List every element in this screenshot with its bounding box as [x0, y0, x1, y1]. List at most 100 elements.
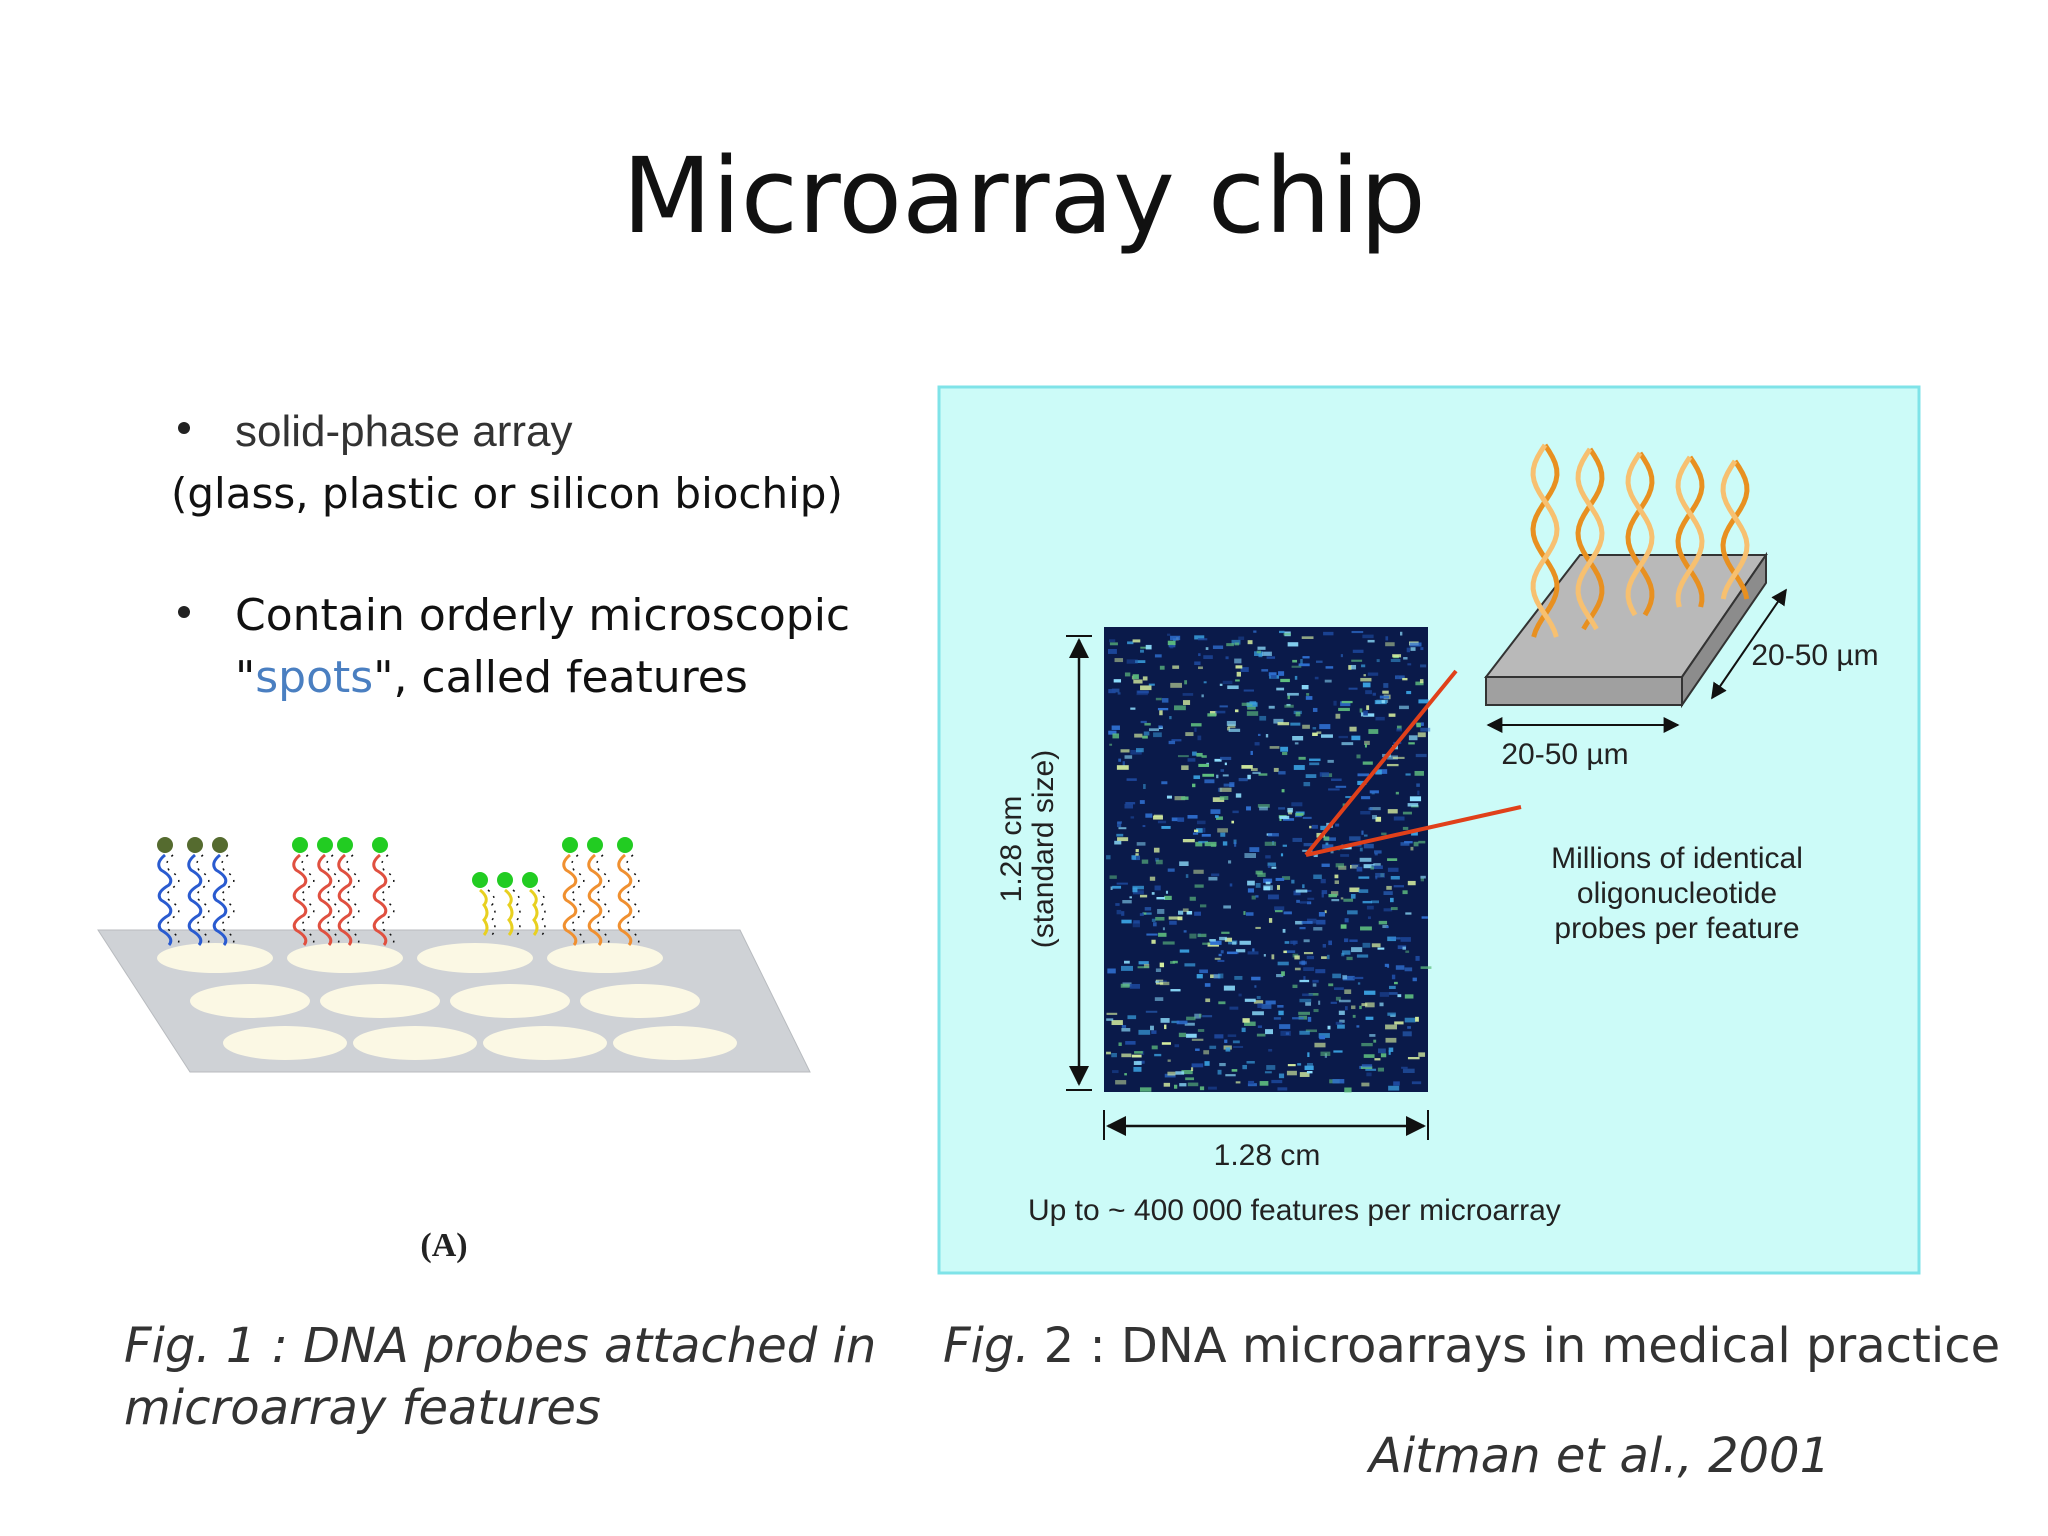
probe-note: oligonucleotide: [1577, 877, 1777, 910]
array-dot: [1199, 969, 1208, 974]
array-dot: [1145, 1010, 1158, 1013]
array-dot: [1349, 939, 1358, 942]
array-dot: [1328, 788, 1340, 791]
array-dot: [1328, 983, 1334, 987]
array-dot: [1254, 985, 1257, 988]
array-dot: [1283, 633, 1291, 636]
array-dot: [1338, 707, 1350, 712]
array-dot: [1181, 1070, 1193, 1075]
array-dot: [1109, 875, 1117, 879]
array-dot: [1297, 1063, 1302, 1066]
array-dot: [1407, 880, 1416, 886]
array-dot: [1262, 651, 1272, 656]
array-dot: [1352, 1014, 1356, 1018]
array-dot: [1348, 687, 1358, 690]
array-dot: [1276, 687, 1285, 691]
array-dot: [1171, 817, 1181, 822]
array-dot: [1113, 679, 1122, 683]
array-dot: [1219, 705, 1228, 708]
array-dot: [1284, 941, 1290, 944]
array-dot: [1118, 1042, 1122, 1046]
array-dot: [1158, 932, 1167, 937]
bullet-text: solid-phase array: [235, 407, 573, 456]
array-dot: [1249, 701, 1257, 705]
array-dot: [1187, 758, 1196, 762]
array-dot: [1132, 855, 1141, 861]
array-dot: [1153, 814, 1163, 817]
array-dot: [1227, 727, 1231, 731]
array-dot: [1330, 1001, 1337, 1004]
array-dot: [1218, 953, 1222, 957]
array-dot: [1201, 755, 1207, 758]
figure-2: 1.28 cm (standard size) 1.28 cm Up to ~ …: [937, 385, 1921, 1275]
array-dot: [1388, 1050, 1391, 1055]
array-dot: [1367, 639, 1375, 643]
array-dot: [1232, 1040, 1240, 1044]
array-dot: [1205, 647, 1209, 650]
array-dot: [1340, 701, 1351, 707]
array-dot: [1320, 878, 1326, 884]
array-dot: [1155, 859, 1163, 865]
caption-prefix: Fig.: [943, 1318, 1030, 1374]
array-dot: [1204, 841, 1217, 847]
array-dot: [1321, 892, 1324, 898]
array-dot: [1191, 1038, 1204, 1041]
array-dot: [1364, 743, 1367, 748]
array-dot: [1362, 634, 1374, 639]
array-dot: [1324, 679, 1332, 683]
array-dot: [1247, 706, 1256, 710]
array-dot: [1384, 963, 1389, 967]
array-dot: [1121, 919, 1132, 924]
array-dot: [1133, 679, 1143, 684]
array-dot: [1107, 649, 1117, 654]
array-dot: [1124, 1073, 1127, 1076]
array-dot: [1247, 774, 1251, 780]
array-dot: [1388, 1047, 1394, 1052]
array-dot: [1378, 920, 1388, 925]
array-dot: [1263, 878, 1273, 883]
array-dot: [1242, 1064, 1247, 1070]
array-dot: [1298, 1011, 1310, 1015]
array-dot: [1396, 725, 1402, 730]
array-dot: [1338, 865, 1347, 870]
array-dot: [1280, 853, 1284, 857]
slide-title: Microarray chip: [622, 135, 1426, 257]
array-dot: [1212, 797, 1225, 802]
array-dot: [1333, 1050, 1343, 1053]
array-dot: [1203, 681, 1207, 684]
array-dot: [1406, 647, 1411, 653]
array-dot: [1163, 1082, 1171, 1087]
array-dot: [1222, 841, 1228, 846]
array-dot: [1134, 733, 1143, 738]
array-dot: [1139, 894, 1148, 898]
array-dot: [1387, 858, 1398, 861]
array-dot: [1420, 664, 1427, 668]
array-dot: [1394, 1021, 1404, 1025]
array-dot: [1107, 968, 1116, 974]
array-dot: [1217, 1069, 1222, 1075]
array-dot: [1204, 779, 1215, 784]
array-dot: [1273, 767, 1279, 772]
array-dot: [1184, 680, 1188, 685]
array-dot: [1177, 817, 1185, 822]
array-dot: [1361, 1042, 1373, 1047]
array-dot: [1404, 967, 1413, 972]
array-dot: [1395, 965, 1405, 970]
array-dot: [1240, 667, 1249, 672]
array-dot: [1330, 850, 1334, 854]
array-dot: [1363, 1054, 1375, 1058]
array-dot: [1248, 1080, 1255, 1085]
array-dot: [1344, 938, 1349, 943]
array-dot: [1175, 1071, 1185, 1075]
array-dot: [1287, 1064, 1296, 1067]
array-dot: [1251, 895, 1256, 900]
array-dot: [1198, 763, 1210, 767]
helix: [1530, 443, 1560, 638]
array-dot: [1198, 1013, 1202, 1018]
array-dot: [1303, 843, 1315, 847]
array-dot: [1176, 1020, 1188, 1025]
array-dot: [1201, 694, 1204, 698]
array-dot: [1361, 664, 1366, 668]
array-dot: [1164, 1024, 1167, 1030]
array-dot: [1246, 711, 1259, 716]
